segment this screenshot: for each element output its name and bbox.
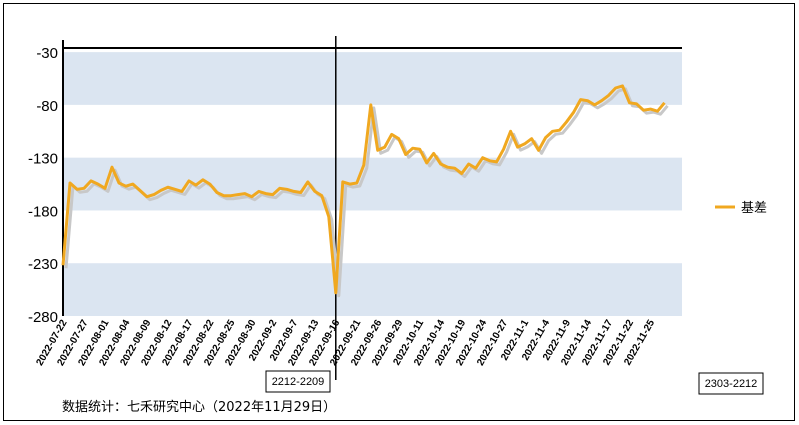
grid-band-1	[63, 157, 682, 211]
legend: 基差	[715, 201, 767, 216]
y-tick-label-2: -130	[28, 151, 58, 168]
y-tick-label-5: -280	[28, 309, 58, 326]
series-line-shadow	[64, 87, 669, 298]
series-line-basis	[61, 84, 666, 295]
left-contract-box-border	[265, 370, 331, 393]
grid-bands	[63, 52, 682, 316]
right-contract-box: 2303-2212	[698, 372, 764, 395]
y-tick-label-1: -80	[36, 98, 58, 115]
x-axis-ticks: 2022-07-222022-07-272022-08-012022-08-04…	[34, 318, 657, 368]
right-contract-box-border	[698, 372, 764, 395]
left-contract-box: 2212-2209	[265, 370, 331, 393]
y-tick-label-3: -180	[28, 203, 58, 220]
y-axis-ticks: -30 -80 -130 -180 -230 -280	[28, 45, 58, 326]
right-contract-label: 2303-2212	[705, 378, 758, 390]
y-tick-label-4: -230	[28, 256, 58, 273]
axes	[62, 36, 682, 380]
chart-frame	[3, 3, 795, 421]
legend-label: 基差	[741, 201, 767, 216]
grid-band-2	[63, 263, 682, 316]
y-tick-label-0: -30	[36, 45, 58, 62]
left-contract-label: 2212-2209	[272, 376, 325, 388]
grid-band-0	[63, 52, 682, 105]
source-note: 数据统计：七禾研究中心（2022年11月29日）	[62, 400, 337, 415]
series-layer	[61, 84, 669, 298]
